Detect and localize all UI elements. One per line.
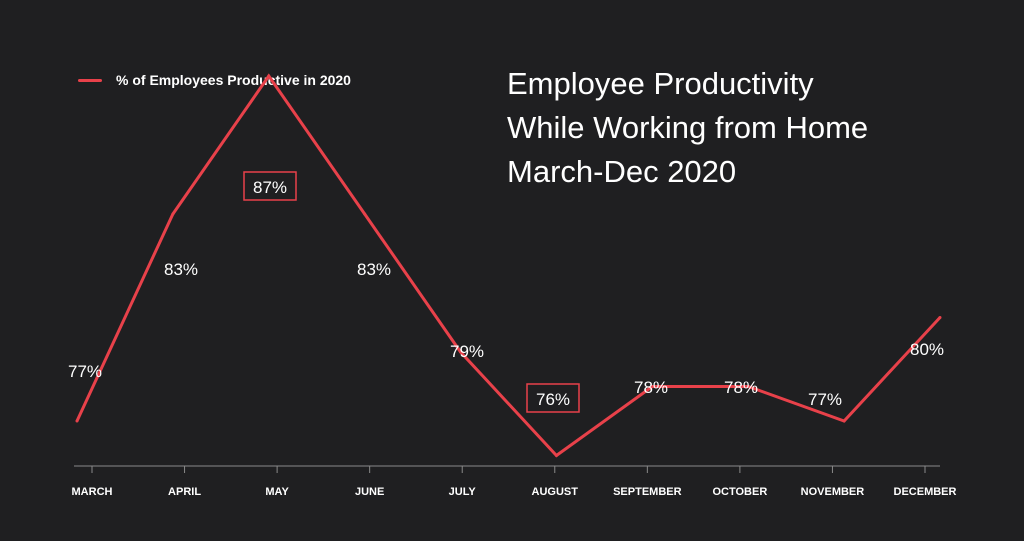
data-point: [267, 74, 271, 78]
x-tick-label: MAY: [265, 486, 289, 498]
x-tick-label: OCTOBER: [712, 486, 767, 498]
data-point: [938, 316, 942, 319]
series-line: [75, 73, 942, 458]
data-point: [554, 454, 558, 457]
data-label: 76%: [536, 390, 570, 409]
data-label: 79%: [450, 342, 484, 361]
data-point: [459, 350, 463, 354]
x-tick-label: SEPTEMBER: [613, 486, 682, 498]
data-label: 83%: [357, 260, 391, 279]
x-tick-label: JULY: [449, 486, 477, 498]
data-point: [746, 385, 750, 388]
x-tick-label: JUNE: [355, 486, 384, 498]
x-tick-label: NOVEMBER: [801, 486, 865, 498]
data-label: 77%: [808, 390, 842, 409]
data-point: [171, 212, 175, 216]
x-tick-label: DECEMBER: [894, 486, 957, 498]
data-point: [650, 385, 654, 388]
data-label: 80%: [910, 340, 944, 359]
chart-title-line-1: Employee Productivity: [507, 66, 814, 101]
legend-label: % of Employees Productive in 2020: [116, 72, 351, 88]
chart-title-line-3: March-Dec 2020: [507, 154, 737, 189]
data-label: 77%: [68, 362, 102, 381]
data-point: [75, 419, 79, 423]
data-point: [363, 212, 367, 216]
chart-title-line-2: While Working from Home: [507, 110, 869, 145]
data-label: 83%: [164, 260, 198, 279]
x-tick-label: MARCH: [72, 486, 113, 498]
legend: % of Employees Productive in 2020: [78, 72, 351, 88]
x-tick-label: APRIL: [168, 486, 201, 498]
data-label: 87%: [253, 178, 287, 197]
highlight-box: [526, 383, 580, 413]
data-label: 78%: [634, 378, 668, 397]
data-label: 78%: [724, 378, 758, 397]
chart-title: Employee Productivity While Working from…: [507, 62, 987, 194]
legend-swatch: [78, 78, 102, 82]
x-tick-label: AUGUST: [532, 486, 579, 498]
data-point: [842, 419, 846, 423]
highlight-box: [243, 171, 297, 201]
